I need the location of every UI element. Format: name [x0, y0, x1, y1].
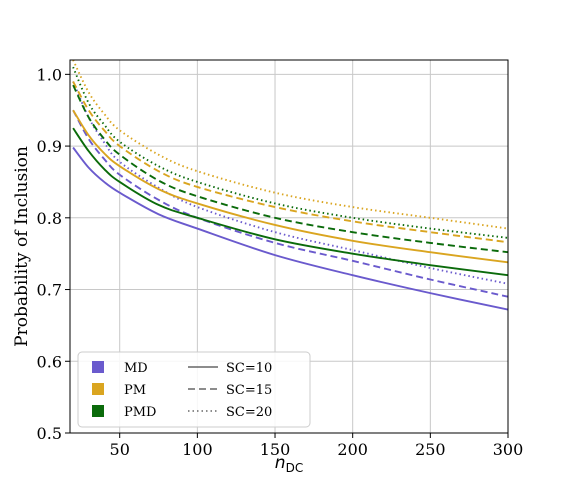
- x-axis-label-subscript: DC: [286, 461, 304, 475]
- x-tick-label: 150: [260, 440, 291, 459]
- series-line-pm-sc10: [72, 109, 508, 264]
- x-tick-label: 200: [337, 440, 368, 459]
- legend-swatch-pm: [92, 383, 104, 395]
- y-tick-label: 0.9: [37, 137, 62, 156]
- y-tick-label: 0.5: [37, 424, 62, 443]
- legend-label-md: MD: [124, 361, 148, 376]
- x-tick-label: 300: [493, 440, 524, 459]
- legend-label-sc10: SC=10: [226, 361, 272, 376]
- x-tick-label: 250: [415, 440, 446, 459]
- legend: MD PM PMD SC=10 SC=15 SC=20: [77, 351, 311, 428]
- x-axis-label-main: n: [275, 453, 286, 473]
- legend-label-sc20: SC=20: [226, 405, 272, 420]
- series-line-pmd-sc20: [72, 66, 508, 239]
- series-line-pmd-sc15: [72, 84, 508, 254]
- y-axis-label: Probability of Inclusion: [12, 146, 32, 347]
- series-line-pm-sc15: [72, 81, 508, 244]
- series-line-pm-sc20: [72, 60, 508, 230]
- y-axis-ticks: 0.5 0.6 0.7 0.8 0.9 1.0: [37, 65, 70, 443]
- y-tick-label: 0.8: [37, 209, 62, 228]
- x-tick-label: 100: [182, 440, 213, 459]
- x-axis-label: nDC: [275, 453, 303, 475]
- series-line-md-sc10: [72, 146, 508, 311]
- y-tick-label: 0.7: [37, 281, 62, 300]
- plot-frame: [69, 59, 509, 434]
- legend-label-pm: PM: [124, 383, 146, 398]
- legend-swatch-pmd: [92, 405, 104, 417]
- y-tick-label: 0.6: [37, 352, 62, 371]
- legend-label-pmd: PMD: [124, 405, 156, 420]
- y-tick-label: 1.0: [37, 65, 62, 84]
- legend-swatch-md: [92, 361, 104, 373]
- legend-label-sc15: SC=15: [226, 383, 272, 398]
- x-axis-ticks: 50 100 150 200 250 300: [110, 433, 524, 459]
- series-line-pmd-sc10: [72, 127, 508, 277]
- x-tick-label: 50: [110, 440, 130, 459]
- series-lines: [72, 60, 508, 311]
